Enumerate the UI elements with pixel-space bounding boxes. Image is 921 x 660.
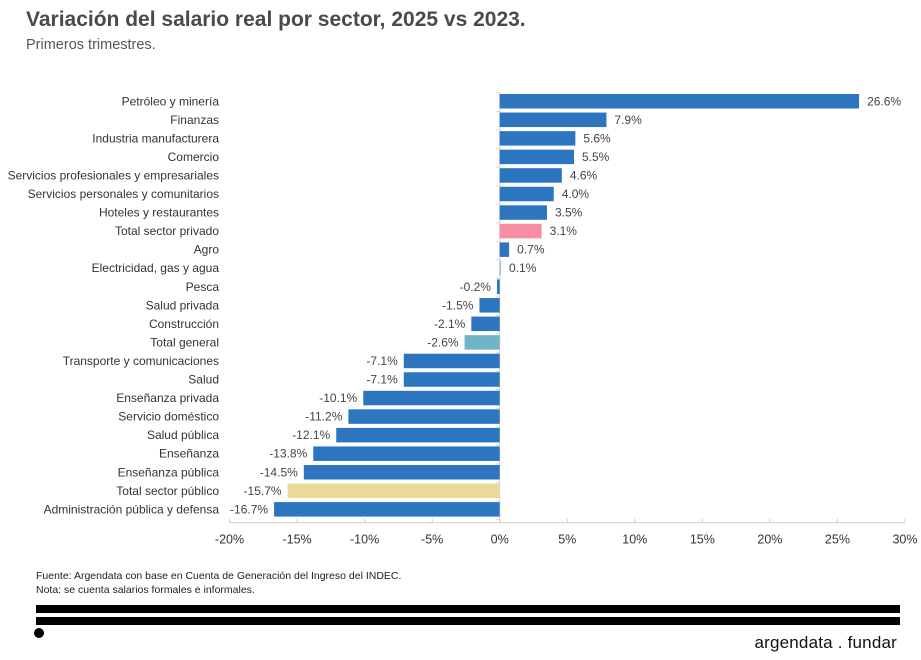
data-label: -10.1% [319, 391, 357, 405]
chart-title: Variación del salario real por sector, 2… [26, 8, 526, 31]
x-tick-label: 30% [892, 533, 917, 547]
category-label: Total sector privado [115, 224, 219, 238]
x-tick-label: 10% [622, 533, 647, 547]
data-label: -12.1% [292, 428, 330, 442]
data-label: 26.6% [867, 94, 901, 108]
bar [499, 112, 607, 128]
bar [499, 94, 860, 109]
footer-rule-top [36, 605, 900, 613]
category-label: Industria manufacturera [92, 131, 219, 145]
bar [499, 168, 562, 183]
bar [496, 279, 500, 294]
bar [499, 223, 542, 239]
bar [499, 131, 576, 146]
category-label: Comercio [168, 150, 220, 164]
category-label: Hoteles y restaurantes [99, 206, 219, 220]
x-tick-label: 15% [690, 533, 715, 547]
category-label: Transporte y comunicaciones [63, 354, 219, 368]
bar [479, 298, 500, 313]
brand-logo: argendata . fundar [754, 633, 897, 652]
data-label: 0.7% [517, 243, 545, 257]
footer-rule-bottom [36, 617, 900, 625]
data-label: -14.5% [260, 465, 298, 479]
x-tick-label: 5% [558, 533, 576, 547]
data-label: 4.6% [570, 168, 598, 182]
data-label: -13.8% [269, 447, 307, 461]
bar-chart: Petróleo y minería 26.6% Finanzas 7.9% Indus… [8, 92, 918, 547]
x-tick-label: 25% [825, 533, 850, 547]
bar [313, 446, 500, 461]
category-label: Electricidad, gas y agua [92, 261, 220, 275]
data-label: 4.0% [562, 187, 590, 201]
chart-subtitle: Primeros trimestres. [26, 37, 156, 53]
category-label: Petróleo y minería [122, 94, 220, 108]
x-tick-label: -20% [215, 533, 244, 547]
data-label: -11.2% [305, 410, 342, 424]
x-tick-label: 0% [491, 533, 509, 547]
data-label: -2.1% [434, 317, 466, 331]
category-label: Administración pública y defensa [44, 502, 220, 516]
category-label: Pesca [186, 280, 220, 294]
bar [471, 316, 500, 332]
x-tick-label: -5% [421, 533, 443, 547]
category-label: Salud [188, 373, 219, 387]
bar [303, 465, 500, 480]
category-label: Salud privada [146, 298, 220, 312]
bar [403, 372, 500, 387]
bar [336, 427, 500, 443]
bar [499, 205, 547, 220]
data-label: -7.1% [366, 354, 398, 368]
category-label: Total sector público [116, 484, 219, 498]
data-label: -0.2% [460, 280, 492, 294]
category-label: Servicio doméstico [118, 410, 219, 424]
data-label: -15.7% [244, 484, 282, 498]
bar [499, 260, 502, 276]
data-label: 7.9% [614, 113, 642, 127]
methodology-note: Nota: se cuenta salarios formales e info… [36, 584, 255, 596]
data-label: 5.5% [582, 150, 610, 164]
footer-dot-icon [34, 628, 44, 638]
data-label: -1.5% [442, 298, 474, 312]
bar [348, 409, 500, 424]
category-label: Finanzas [170, 113, 219, 127]
data-label: 5.6% [583, 131, 611, 145]
bar [464, 335, 500, 350]
bar [499, 149, 575, 165]
source-note: Fuente: Argendata con base en Cuenta de … [36, 570, 402, 582]
x-tick-label: -15% [282, 533, 311, 547]
category-label: Servicios personales y comunitarios [28, 187, 219, 201]
bar [287, 483, 500, 499]
category-label: Salud pública [147, 428, 219, 442]
data-label: 3.1% [550, 224, 578, 238]
category-label: Total general [150, 335, 219, 349]
bar [403, 353, 500, 369]
data-label: 3.5% [555, 206, 583, 220]
x-tick-label: -10% [350, 533, 379, 547]
data-label: 0.1% [509, 261, 537, 275]
category-label: Servicios profesionales y empresariales [8, 168, 219, 182]
category-label: Enseñanza privada [116, 391, 219, 405]
category-label: Agro [194, 243, 220, 257]
bar [499, 242, 510, 257]
x-tick-label: 20% [757, 533, 782, 547]
category-label: Construcción [149, 317, 219, 331]
category-label: Enseñanza [159, 447, 219, 461]
bar [499, 186, 554, 202]
bar [274, 502, 500, 517]
bar [363, 390, 500, 406]
category-label: Enseñanza pública [118, 465, 220, 479]
data-label: -2.6% [427, 335, 459, 349]
data-label: -16.7% [230, 502, 268, 516]
data-label: -7.1% [366, 373, 398, 387]
